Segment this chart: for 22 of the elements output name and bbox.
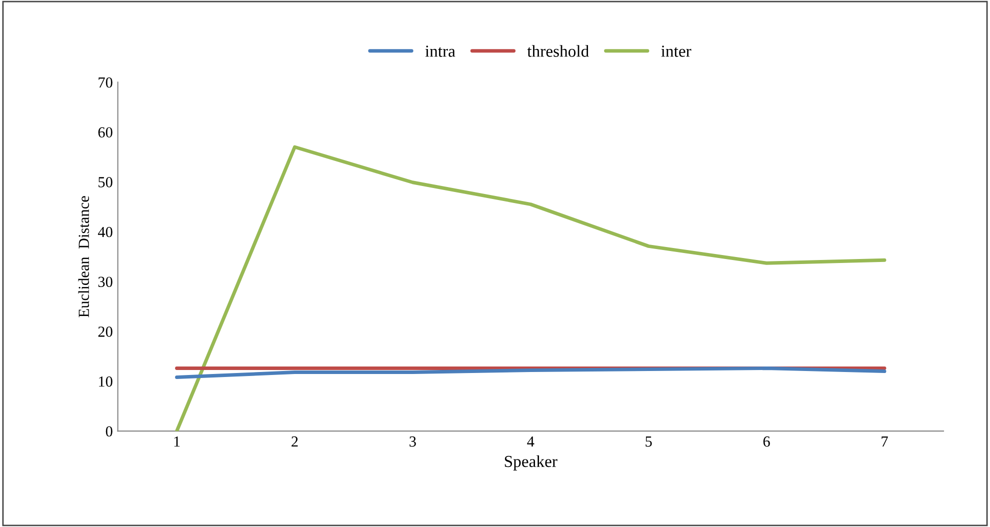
- line-series: [175, 145, 886, 432]
- x-tick-label: 3: [410, 436, 416, 447]
- y-tick-label: 50: [98, 177, 112, 188]
- x-tick-label: 1: [174, 436, 180, 447]
- y-tick-label: 10: [99, 376, 112, 387]
- y-tick-label: 30: [98, 276, 112, 288]
- y-tick-label: 60: [98, 127, 112, 138]
- y-tick-label: 0: [106, 426, 112, 437]
- x-tick-label: 4: [527, 436, 534, 447]
- y-tick-label: 40: [98, 226, 112, 238]
- legend-label: inter: [661, 46, 692, 57]
- x-tick-label: 2: [292, 436, 298, 447]
- y-tick-label: 70: [98, 77, 112, 88]
- legend-label: intra: [425, 46, 456, 57]
- x-tick-label: 6: [763, 436, 770, 447]
- y-axis-title: Euclidean Distance: [78, 196, 90, 318]
- x-axis-title: Speaker: [504, 455, 558, 470]
- line-series: [175, 366, 886, 379]
- x-tick-label: 5: [646, 436, 652, 447]
- legend-label: threshold: [527, 45, 589, 57]
- x-tick-label: 7: [882, 436, 888, 447]
- y-tick-label: 20: [98, 326, 112, 337]
